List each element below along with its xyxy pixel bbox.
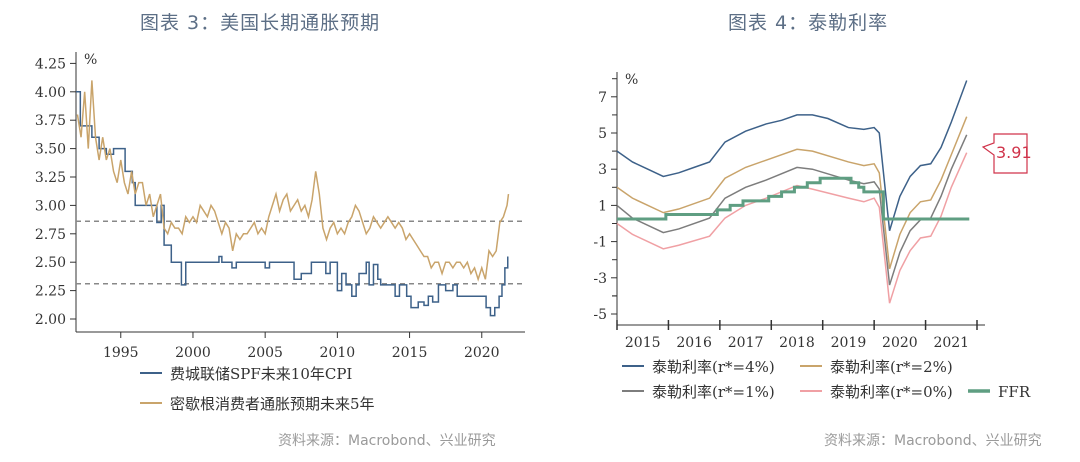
series-line-1 [76, 91, 509, 317]
y-tick-label: 3.75 [35, 113, 66, 129]
x-tick-label: 2020 [464, 345, 500, 361]
x-tick-label: 2019 [831, 335, 867, 351]
y-tick-label: -5 [593, 307, 607, 323]
y-unit-label: % [625, 72, 638, 88]
y-tick-label: 2.75 [35, 227, 66, 243]
chart3-source: 资料来源：Macrobond、兴业研究 [278, 433, 496, 449]
callout-box-shape [982, 133, 1028, 174]
y-tick-label: 2.00 [35, 312, 66, 328]
y-tick-label: 2.25 [35, 284, 66, 300]
legend-label: 泰勒利率(r*=0%) [830, 383, 953, 401]
y-tick-label: 4.25 [35, 56, 66, 72]
series-line-2 [616, 116, 968, 269]
y-tick-label: 3 [598, 162, 607, 178]
legend-label: 泰勒利率(r*=4%) [652, 358, 775, 376]
x-tick-label: 2010 [320, 345, 356, 361]
chart4-title: 图表 4：泰勒利率 [728, 12, 889, 34]
legend-label: 泰勒利率(r*=1%) [652, 383, 775, 401]
x-tick-label: 2005 [247, 345, 283, 361]
series-line-4 [616, 152, 968, 304]
x-tick-label: 2018 [779, 335, 815, 351]
series-line-1 [616, 80, 968, 231]
callout-value: 3.91 [996, 143, 1032, 162]
y-tick-label: 7 [598, 90, 607, 106]
x-tick-label: 2016 [676, 335, 712, 351]
series-line-5 [617, 176, 970, 221]
y-tick-label: 2.50 [35, 255, 66, 271]
x-tick-label: 2017 [728, 335, 764, 351]
y-tick-label: 4.00 [35, 85, 66, 101]
chart4-source: 资料来源：Macrobond、兴业研究 [824, 433, 1042, 449]
y-unit-label: % [84, 52, 97, 68]
x-tick-label: 2000 [175, 345, 211, 361]
legend-label: 泰勒利率(r*=2%) [830, 358, 953, 376]
chart3-title: 图表 3：美国长期通胀预期 [140, 12, 381, 34]
y-tick-label: 3.00 [35, 198, 66, 214]
series-line-3 [616, 134, 968, 286]
x-tick-label: 2021 [933, 335, 969, 351]
legend-label: 密歇根消费者通胀预期未来5年 [170, 395, 375, 413]
y-tick-label: -3 [593, 271, 607, 287]
value-callout: 3.91 [982, 133, 1032, 174]
y-tick-label: 3.25 [35, 170, 66, 186]
x-tick-label: 2020 [882, 335, 918, 351]
y-tick-label: 3.50 [35, 142, 66, 158]
legend-label: 费城联储SPF未来10年CPI [170, 365, 352, 383]
x-tick-label: 1995 [103, 345, 139, 361]
y-tick-label: 1 [598, 198, 607, 214]
x-tick-label: 2015 [625, 335, 661, 351]
y-tick-label: -1 [593, 235, 607, 251]
y-tick-label: 5 [598, 126, 607, 142]
legend-label: FFR [998, 383, 1031, 401]
series-line-2 [76, 80, 510, 282]
x-tick-label: 2015 [392, 345, 428, 361]
